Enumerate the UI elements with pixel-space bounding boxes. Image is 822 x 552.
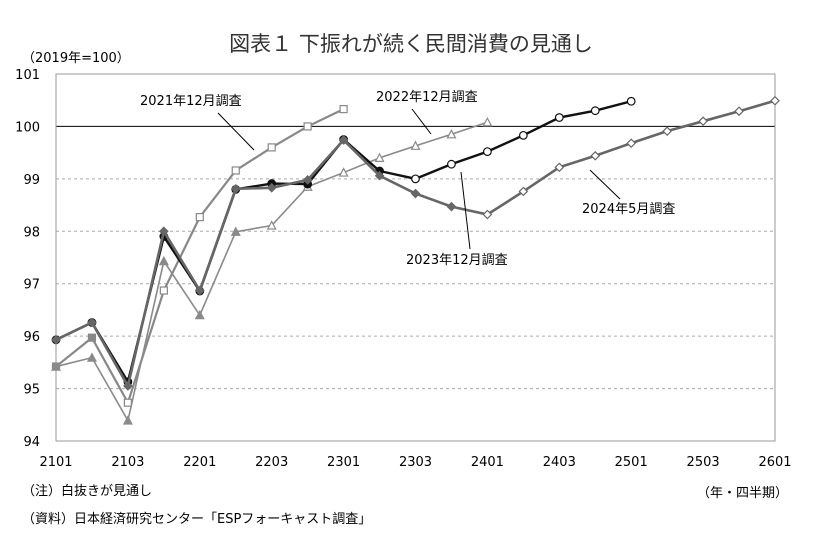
y-tick-label: 101 [15, 68, 40, 83]
point-diamond [194, 285, 205, 296]
point-triangle [230, 226, 241, 236]
point-diamond [374, 170, 385, 181]
point-diamond [590, 150, 601, 161]
point-diamond [770, 95, 780, 106]
point-square [195, 213, 204, 222]
point-diamond [482, 209, 493, 220]
y-tick-label: 97 [23, 278, 40, 293]
point-triangle [51, 361, 61, 371]
point-diamond [554, 162, 565, 173]
x-tick-label: 2501 [615, 455, 648, 470]
series-2 [51, 116, 493, 425]
annotation-leader-line [411, 108, 432, 135]
point-circle [626, 96, 636, 106]
annotation-leader-line [589, 169, 621, 200]
point-triangle [86, 352, 97, 362]
point-triangle [338, 167, 349, 177]
x-tick-label: 2303 [399, 455, 432, 470]
point-triangle [158, 255, 169, 266]
point-square [87, 333, 97, 342]
annotation-label: 2021年12月調査 [140, 94, 242, 109]
annotation-label: 2022年12月調査 [376, 90, 478, 105]
point-circle [411, 174, 420, 184]
point-diamond [302, 175, 313, 185]
point-triangle [446, 129, 457, 139]
point-triangle [194, 309, 205, 320]
series-1 [51, 105, 348, 407]
series-4 [51, 95, 780, 391]
y-axis-unit-label: （2019年=100） [22, 51, 130, 66]
point-diamond [51, 334, 61, 345]
annotation-leader-line [217, 112, 255, 151]
x-tick-label: 2301 [327, 455, 360, 470]
point-triangle [410, 140, 421, 150]
point-diamond [338, 135, 349, 145]
x-tick-label: 2503 [687, 455, 720, 470]
point-square [303, 122, 312, 131]
point-diamond [626, 138, 637, 149]
y-tick-label: 99 [23, 173, 40, 188]
x-tick-label: 2101 [39, 455, 72, 470]
point-square [267, 143, 276, 152]
point-circle [554, 113, 564, 122]
point-diamond [662, 126, 672, 136]
point-square [339, 105, 348, 114]
x-tick-label: 2403 [543, 455, 576, 470]
point-diamond [698, 116, 708, 127]
y-tick-label: 95 [23, 383, 40, 398]
point-diamond [230, 183, 241, 194]
y-tick-label: 96 [23, 330, 40, 345]
point-triangle [374, 152, 385, 162]
point-diamond [87, 317, 97, 328]
x-tick-label: 2401 [471, 455, 504, 470]
plot-frame [55, 73, 776, 442]
y-tick-label: 100 [15, 120, 40, 135]
y-tick-label: 94 [23, 435, 40, 450]
series-line [55, 108, 345, 406]
point-circle [483, 147, 492, 156]
point-diamond [410, 188, 421, 199]
x-tick-label: 2201 [183, 455, 216, 470]
point-diamond [734, 106, 744, 117]
point-diamond [266, 182, 277, 193]
point-triangle [122, 415, 133, 425]
point-square [123, 398, 133, 407]
point-diamond [446, 201, 457, 212]
point-triangle [482, 116, 493, 127]
point-diamond [123, 381, 133, 391]
y-tick-label: 98 [23, 225, 40, 240]
point-circle [518, 130, 528, 140]
footnote-source: （資料）日本経済研究センター「ESPフォーキャスト調査」 [22, 512, 372, 527]
x-tick-label: 2203 [255, 455, 288, 470]
chart-title: 図表１ 下振れが続く民間消費の見通し [229, 32, 593, 56]
point-square [231, 166, 240, 175]
series-layer [51, 95, 780, 425]
x-axis-ticks: 2101 2103 2201 2203 2301 2303 2401 2403 2501 2503… [39, 455, 791, 470]
point-diamond [518, 186, 529, 197]
annotation-label: 2023年12月調査 [406, 253, 508, 268]
point-triangle [266, 220, 277, 230]
point-square [159, 286, 168, 295]
x-tick-label: 2103 [111, 455, 144, 470]
y-axis-ticks: 94 95 96 97 98 99 100 101 [15, 68, 40, 450]
point-circle [590, 106, 600, 116]
annotation-layer: 2021年12月調査 2022年12月調査 2023年12月調査 2024年5月調査 [140, 90, 675, 268]
annotation-leader-line [460, 171, 471, 250]
footnote-forecast: （注）白抜きが見通し [22, 484, 153, 499]
x-axis-unit-label: （年・四半期） [697, 486, 788, 501]
point-circle [447, 159, 456, 169]
annotation-label: 2024年5月調査 [582, 202, 675, 217]
point-diamond [159, 226, 169, 237]
x-tick-label: 2601 [758, 455, 791, 470]
